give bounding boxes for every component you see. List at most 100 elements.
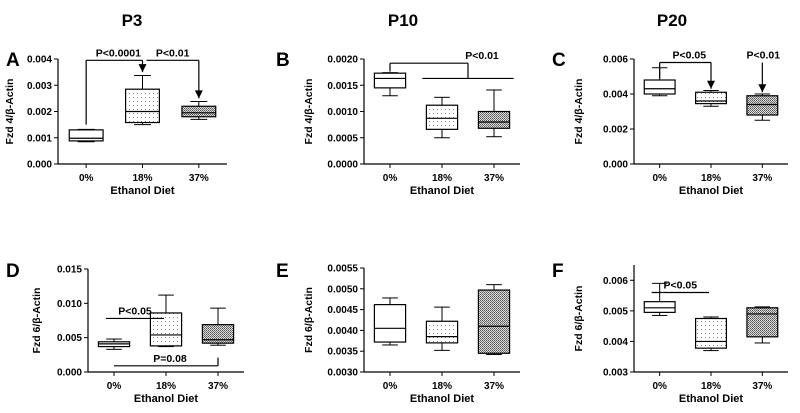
y-tick-label: 0.0030 xyxy=(327,368,358,379)
x-tick-label: 37% xyxy=(208,381,228,392)
p-value-label: P<0.0001 xyxy=(96,47,141,59)
significance-annotation: P<0.01 xyxy=(146,47,203,99)
box-37pct xyxy=(746,306,779,344)
y-tick-label: 0.0005 xyxy=(327,133,358,144)
box-0pct xyxy=(373,297,407,346)
y-axis-label: Fzd 4/β-Actin xyxy=(4,79,16,145)
x-tick-label: 0% xyxy=(107,381,122,392)
y-tick-label: 0.001 xyxy=(27,133,52,144)
x-axis-label: Ethanol Diet xyxy=(679,185,744,197)
y-tick-label: 0.006 xyxy=(603,276,628,287)
box-iqr xyxy=(746,95,779,116)
y-tick-label: 0.003 xyxy=(27,81,52,92)
y-tick-label: 0.004 xyxy=(603,90,628,101)
box-0pct xyxy=(97,338,131,350)
box-iqr xyxy=(373,72,407,89)
column-header-p20: P20 xyxy=(657,11,687,30)
panel-letter: F xyxy=(552,261,564,282)
significance-annotation: P<0.01 xyxy=(389,50,514,80)
panel-d: D 0.000 0.005 0.010 0.015 0% 18% 37% Ethanol Die… xyxy=(6,261,244,405)
panel-c: C 0.000 0.002 0.004 0.006 0% 18% 37% Ethanol Die… xyxy=(552,50,788,197)
significance-annotation: P<0.05 xyxy=(659,50,715,89)
box-37pct xyxy=(477,89,511,138)
y-tick-label: 0.003 xyxy=(603,368,628,379)
box-0pct xyxy=(68,128,104,143)
box-18pct xyxy=(124,75,160,126)
box-0pct xyxy=(643,67,676,97)
x-tick-label: 0% xyxy=(79,173,94,184)
box-iqr xyxy=(746,307,779,338)
p-value-label: P<0.05 xyxy=(118,305,152,317)
x-axis-label: Ethanol Diet xyxy=(410,393,475,405)
column-header-p3: P3 xyxy=(122,11,143,30)
box-37pct xyxy=(477,284,511,356)
arrow-head xyxy=(138,64,147,73)
y-axis-label: Fzd 6/β-Actin xyxy=(303,287,315,353)
panel-letter: A xyxy=(6,50,20,71)
y-tick-label: 0.0040 xyxy=(327,326,358,337)
y-tick-label: 0.015 xyxy=(57,265,82,276)
y-tick-label: 0.002 xyxy=(27,107,52,118)
x-tick-label: 37% xyxy=(752,381,772,392)
p-value-label: P<0.01 xyxy=(156,47,190,59)
arrow-head xyxy=(707,80,715,89)
significance-annotation: P=0.08 xyxy=(114,353,219,367)
box-iqr xyxy=(201,324,235,344)
significance-annotation: P<0.05 xyxy=(106,305,164,320)
y-tick-label: 0.002 xyxy=(603,125,628,136)
x-tick-label: 37% xyxy=(752,173,772,184)
y-axis-label: Fzd 6/β-Actin xyxy=(31,288,43,354)
box-iqr xyxy=(694,317,727,349)
box-iqr xyxy=(643,301,676,313)
box-iqr xyxy=(477,110,511,129)
y-tick-label: 0.005 xyxy=(57,333,82,344)
box-18pct xyxy=(694,316,727,352)
x-tick-label: 18% xyxy=(432,173,452,184)
panel-f: F 0.003 0.004 0.005 0.006 0% 18% 37% Ethanol Die… xyxy=(552,261,788,405)
panel-b: B 0.0000 0.0005 0.0010 0.0015 0.0020 0% 18% 37% E… xyxy=(276,50,520,197)
significance-annotation: P<0.0001 xyxy=(85,47,147,125)
box-iqr xyxy=(373,304,407,343)
significance-annotation: P<0.01 xyxy=(747,50,781,93)
box-37pct xyxy=(746,93,779,121)
x-tick-label: 18% xyxy=(701,381,721,392)
p-value-label: P<0.05 xyxy=(673,50,707,62)
box-iqr xyxy=(425,320,459,344)
box-iqr xyxy=(425,104,459,130)
x-tick-label: 37% xyxy=(484,381,504,392)
box-37pct xyxy=(181,101,217,120)
box-18pct xyxy=(425,306,459,351)
box-iqr xyxy=(477,289,511,354)
arrow-head xyxy=(194,90,203,99)
x-tick-label: 0% xyxy=(652,173,667,184)
y-tick-label: 0.005 xyxy=(603,306,628,317)
panel-letter: C xyxy=(552,50,566,71)
column-header-p10: P10 xyxy=(388,11,418,30)
box-iqr xyxy=(643,79,676,95)
y-tick-label: 0.0010 xyxy=(327,107,358,118)
x-tick-label: 37% xyxy=(189,173,209,184)
x-tick-label: 18% xyxy=(701,173,721,184)
y-tick-label: 0.000 xyxy=(57,368,82,379)
box-iqr xyxy=(181,105,217,118)
y-tick-label: 0.004 xyxy=(27,55,52,66)
x-tick-label: 37% xyxy=(484,173,504,184)
box-18pct xyxy=(149,294,183,348)
panel-e: E 0.0030 0.0035 0.0040 0.0045 0.0050 0.0055 0% 1… xyxy=(276,261,520,405)
x-axis-label: Ethanol Diet xyxy=(410,185,475,197)
box-iqr xyxy=(694,91,727,105)
box-18pct xyxy=(425,96,459,139)
y-tick-label: 0.006 xyxy=(603,55,628,66)
x-tick-label: 18% xyxy=(132,173,152,184)
box-iqr xyxy=(149,312,183,347)
y-tick-label: 0.000 xyxy=(27,160,52,171)
y-tick-label: 0.0050 xyxy=(327,284,358,295)
arrow-head xyxy=(758,84,767,93)
y-tick-label: 0.0035 xyxy=(327,347,358,358)
panel-a: A 0.000 0.001 0.002 0.003 0.004 0% 18% 37% Ethano… xyxy=(4,47,227,197)
y-tick-label: 0.0020 xyxy=(327,55,358,66)
y-axis-label: Fzd 4/β-Actin xyxy=(573,79,585,145)
box-37pct xyxy=(201,307,235,346)
p-value-label: P<0.01 xyxy=(747,50,781,62)
y-tick-label: 0.004 xyxy=(603,337,628,348)
